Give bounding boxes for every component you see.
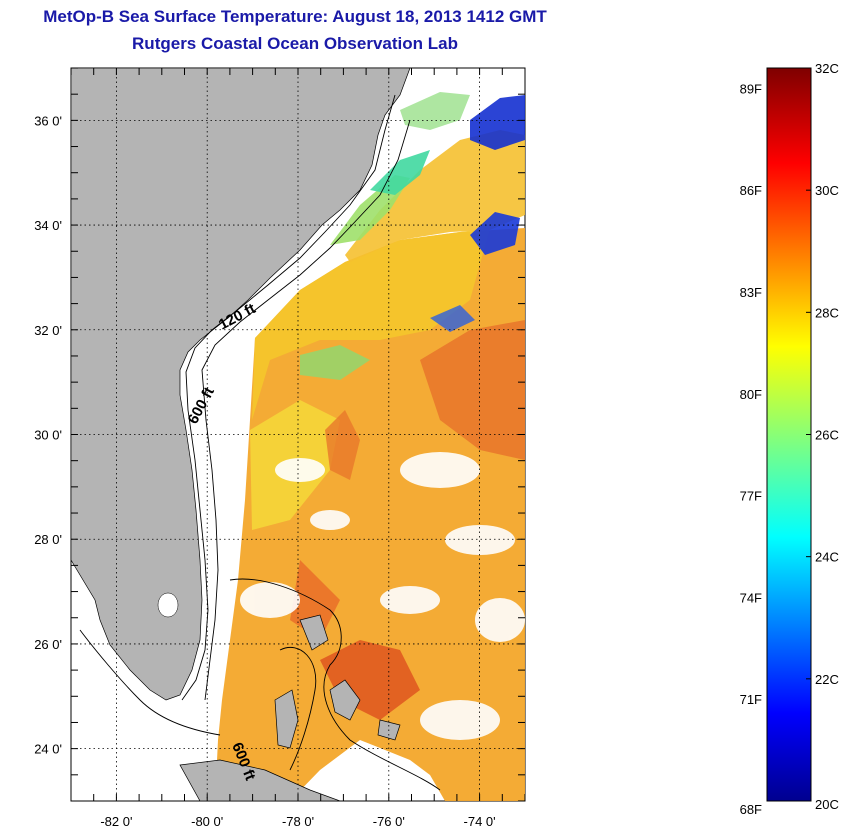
lon-tick-label: -76 0' (373, 814, 405, 829)
colorbar-f-label: 77F (740, 489, 762, 504)
lake-okeechobee (157, 592, 179, 618)
colorbar-f-label: 68F (740, 802, 762, 817)
colorbar-c-label: 20C (815, 797, 839, 812)
colorbar-c-label: 32C (815, 61, 839, 76)
lon-tick-label: -82 0' (100, 814, 132, 829)
lat-tick-label: 30 0' (34, 428, 62, 443)
land-masses (71, 68, 411, 801)
graticule (71, 68, 525, 801)
lat-tick-label: 34 0' (34, 218, 62, 233)
colorbar-c-label: 30C (815, 183, 839, 198)
longitude-labels: -82 0' -80 0' -78 0' -76 0' -74 0' (100, 814, 495, 829)
colorbar-c-label: 22C (815, 672, 839, 687)
lon-tick-label: -80 0' (191, 814, 223, 829)
bathymetry-contours (79, 94, 441, 791)
colorbar-c-label: 24C (815, 550, 839, 565)
colorbar-f-label: 86F (740, 183, 762, 198)
colorbar-c-label: 26C (815, 428, 839, 443)
latitude-labels: 36 0' 34 0' 32 0' 30 0' 28 0' 26 0' 24 0' (34, 113, 62, 756)
axis-ticks (70, 67, 526, 802)
colorbar-f-label: 74F (740, 590, 762, 605)
colorbar-c-label: 28C (815, 305, 839, 320)
lat-tick-label: 36 0' (34, 113, 62, 128)
lat-tick-label: 26 0' (34, 637, 62, 652)
colorbar (766, 67, 812, 802)
colorbar-f-label: 83F (740, 285, 762, 300)
colorbar-f-label: 80F (740, 387, 762, 402)
lon-tick-label: -78 0' (282, 814, 314, 829)
colorbar-fahrenheit-labels: 89F 86F 83F 80F 77F 74F 71F 68F (740, 81, 762, 817)
lat-tick-label: 28 0' (34, 532, 62, 547)
lat-tick-label: 32 0' (34, 323, 62, 338)
lon-tick-label: -74 0' (464, 814, 496, 829)
colorbar-f-label: 71F (740, 692, 762, 707)
colorbar-celsius-labels: 32C 30C 28C 26C 24C 22C 20C (806, 61, 839, 812)
map-title: MetOp-B Sea Surface Temperature: August … (43, 7, 547, 26)
lat-tick-label: 24 0' (34, 742, 62, 757)
colorbar-f-label: 89F (740, 81, 762, 96)
map-subtitle: Rutgers Coastal Ocean Observation Lab (132, 34, 458, 53)
